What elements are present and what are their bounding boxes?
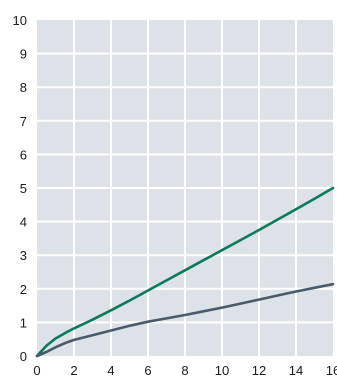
series-line-1 bbox=[35, 186, 335, 358]
x-tick-label: 0 bbox=[33, 363, 40, 378]
y-tick-label: 1 bbox=[20, 315, 27, 330]
x-tick-label: 10 bbox=[215, 363, 229, 378]
x-tick-label: 12 bbox=[252, 363, 266, 378]
x-tick-label: 4 bbox=[107, 363, 114, 378]
y-tick-label: 6 bbox=[20, 147, 27, 162]
y-tick-label: 0 bbox=[20, 349, 27, 364]
x-tick-label: 14 bbox=[289, 363, 303, 378]
y-tick-label: 7 bbox=[20, 114, 27, 129]
x-axis-tick-labels: 0 2 4 6 8 10 12 14 16 bbox=[33, 363, 337, 378]
y-tick-label: 4 bbox=[20, 215, 27, 230]
y-tick-label: 8 bbox=[20, 80, 27, 95]
y-tick-label: 2 bbox=[20, 282, 27, 297]
y-tick-label: 5 bbox=[20, 181, 27, 196]
y-axis-tick-labels: 0 1 2 3 4 5 6 7 8 9 10 bbox=[13, 13, 27, 364]
y-tick-label: 3 bbox=[20, 248, 27, 263]
y-tick-label: 9 bbox=[20, 47, 27, 62]
series-lines bbox=[35, 186, 335, 358]
series-line-2 bbox=[35, 282, 335, 358]
x-tick-label: 6 bbox=[144, 363, 151, 378]
x-tick-label: 8 bbox=[181, 363, 188, 378]
x-tick-label: 16 bbox=[326, 363, 337, 378]
y-tick-label: 10 bbox=[13, 13, 27, 28]
x-tick-label: 2 bbox=[70, 363, 77, 378]
